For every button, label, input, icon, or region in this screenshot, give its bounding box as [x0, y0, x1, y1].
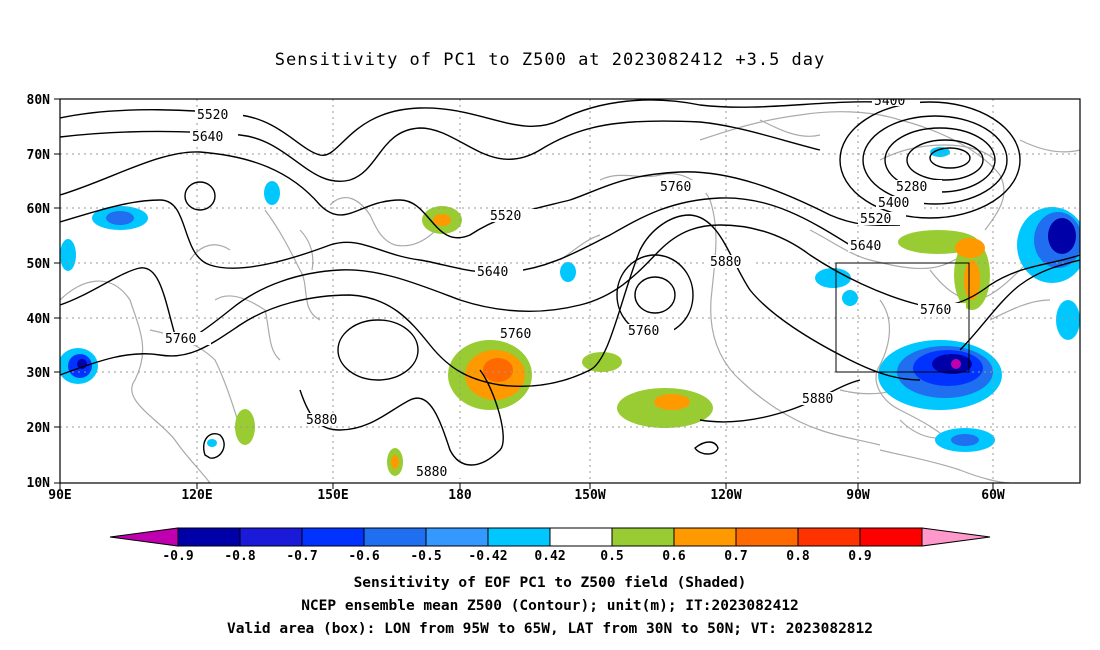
colorbar-box [177, 527, 241, 547]
contour-label: 5280 [896, 180, 927, 195]
valid-area-box [835, 262, 970, 373]
colorbar-label: 0.7 [724, 549, 747, 564]
lon-label: 120W [710, 488, 741, 503]
lat-label: 40N [27, 312, 51, 327]
lat-label: 70N [27, 148, 51, 163]
contour-label: 5760 [165, 332, 196, 347]
colorbar-label: 0.5 [600, 549, 623, 564]
contour-label: 5400 [878, 196, 909, 211]
colorbar-box [487, 527, 551, 547]
contour-label: 5520 [860, 212, 891, 227]
colorbar-label: -0.5 [410, 549, 441, 564]
map-area [60, 99, 1080, 483]
contour-label: 5880 [416, 465, 447, 480]
contour-label: 5760 [660, 180, 691, 195]
lat-label: 10N [27, 476, 51, 491]
lon-label: 150W [574, 488, 605, 503]
colorbar [109, 527, 991, 547]
colorbar-left-triangle [109, 527, 179, 547]
contour-label: 5640 [192, 130, 223, 145]
lon-label: 150E [317, 488, 348, 503]
colorbar-label: -0.8 [224, 549, 255, 564]
lon-label: 180 [448, 488, 472, 503]
lat-label: 50N [27, 257, 51, 272]
colorbar-box [673, 527, 737, 547]
footer-line-1: Sensitivity of EOF PC1 to Z500 field (Sh… [353, 575, 747, 591]
contour-label: 5880 [306, 413, 337, 428]
colorbar-labels: -0.9 -0.8 -0.7 -0.6 -0.5 -0.42 0.42 0.5 0.6 0.7 0.… [162, 549, 871, 564]
contour-label: 5400 [874, 94, 905, 109]
map-title: Sensitivity of PC1 to Z500 at 2023082412… [274, 50, 826, 70]
contour-label: 5760 [920, 303, 951, 318]
lat-label: 60N [27, 202, 51, 217]
footer-line-3: Valid area (box): LON from 95W to 65W, L… [226, 621, 873, 637]
lat-label: 30N [27, 366, 51, 381]
colorbar-label: -0.7 [286, 549, 317, 564]
contour-label: 5880 [802, 392, 833, 407]
lon-label: 60W [981, 488, 1005, 503]
lat-label: 80N [27, 93, 51, 108]
contour-label: 5880 [710, 255, 741, 270]
colorbar-label: -0.42 [468, 549, 507, 564]
lat-ticks [54, 98, 60, 484]
colorbar-box [301, 527, 365, 547]
contour-label: 5760 [628, 324, 659, 339]
colorbar-label: 0.6 [662, 549, 686, 564]
contour-labels: 5400 5520 5640 5280 5400 5520 5640 5760 … [163, 94, 966, 480]
contour-label: 5760 [500, 327, 531, 342]
colorbar-label: 0.42 [534, 549, 565, 564]
colorbar-label: 0.9 [848, 549, 871, 564]
colorbar-right-triangle [921, 527, 991, 547]
lon-label: 90E [48, 488, 71, 503]
contour-label: 5520 [490, 209, 521, 224]
colorbar-box [611, 527, 675, 547]
colorbar-box [239, 527, 303, 547]
gridlines [60, 99, 1080, 483]
colorbar-box [363, 527, 427, 547]
lon-labels: 90E 120E 150E 180 150W 120W 90W 60W [48, 488, 1005, 503]
lon-label: 90W [846, 488, 870, 503]
footer-line-2: NCEP ensemble mean Z500 (Contour); unit(… [301, 598, 799, 614]
colorbar-label: 0.8 [786, 549, 810, 564]
colorbar-box [859, 527, 923, 547]
contour-label: 5520 [197, 108, 228, 123]
map-border [59, 98, 1081, 484]
colorbar-box [797, 527, 861, 547]
lon-ticks [59, 483, 994, 489]
colorbar-box [735, 527, 799, 547]
lon-label: 120E [181, 488, 212, 503]
contour-label: 5640 [850, 239, 881, 254]
colorbar-box [425, 527, 489, 547]
lat-label: 20N [27, 421, 51, 436]
lat-labels: 80N 70N 60N 50N 40N 30N 20N 10N [27, 93, 51, 491]
colorbar-label: -0.6 [348, 549, 379, 564]
contour-label: 5640 [477, 265, 508, 280]
colorbar-label: -0.9 [162, 549, 193, 564]
colorbar-box [549, 527, 613, 547]
